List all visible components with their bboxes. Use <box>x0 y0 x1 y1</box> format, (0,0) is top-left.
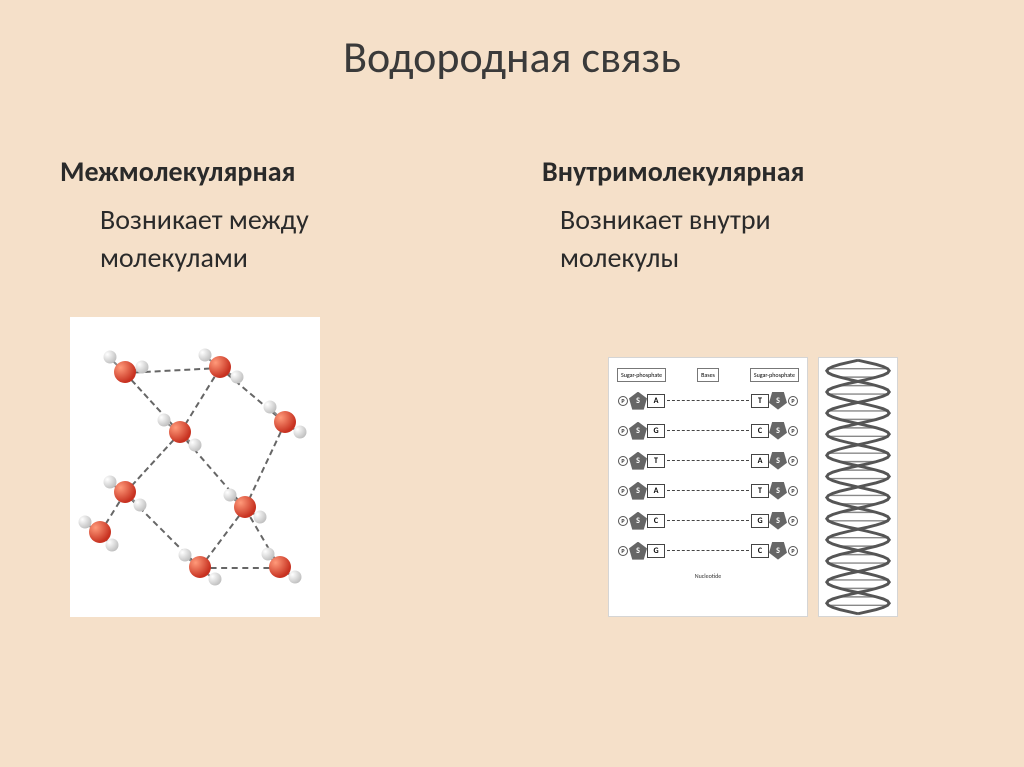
right-heading: Внутримолекулярная <box>542 154 964 189</box>
oxygen-atom <box>209 356 231 378</box>
oxygen-atom <box>114 481 136 503</box>
hydrogen-atom <box>294 425 307 438</box>
base-pair-row: PSATSP <box>617 478 799 504</box>
left-desc: Возникает между молекулами <box>60 201 482 277</box>
base-pair-row: PSATSP <box>617 388 799 414</box>
hydrogen-atom <box>231 370 244 383</box>
left-desc-line1: Возникает между <box>100 202 309 237</box>
intermolecular-diagram-wrap <box>70 317 482 617</box>
left-column: Межмолекулярная Возникает между молекула… <box>60 154 482 617</box>
right-desc-line1: Возникает внутри <box>560 202 771 237</box>
hydrogen-atom <box>104 475 117 488</box>
oxygen-atom <box>169 421 191 443</box>
hydrogen-atom <box>262 547 275 560</box>
hydrogen-atom <box>224 488 237 501</box>
slide-title: Водородная связь <box>60 30 964 84</box>
right-desc-line2: молекулы <box>560 240 679 275</box>
hydrogen-atom <box>106 538 119 551</box>
hydrogen-atom <box>199 348 212 361</box>
hydrogen-atom <box>179 548 192 561</box>
hydrogen-atom <box>158 413 171 426</box>
right-column: Внутримолекулярная Возникает внутри моле… <box>542 154 964 617</box>
hydrogen-atom <box>136 360 149 373</box>
hydrogen-atom <box>79 515 92 528</box>
hydrogen-atom <box>189 438 202 451</box>
base-pair-row: PSGCSP <box>617 538 799 564</box>
hydrogen-atom <box>254 510 267 523</box>
dna-ladder-diagram: Sugar-phosphateBasesSugar-phosphatePSATS… <box>608 357 808 617</box>
right-desc: Возникает внутри молекулы <box>542 201 964 277</box>
columns: Межмолекулярная Возникает между молекула… <box>60 154 964 617</box>
hydrogen-atom <box>264 400 277 413</box>
hydrogen-atom <box>104 350 117 363</box>
helix-svg <box>819 358 897 616</box>
base-pair-row: PSCGSP <box>617 508 799 534</box>
hydrogen-atom <box>209 572 222 585</box>
dna-helix-diagram <box>818 357 898 617</box>
intramolecular-diagram-wrap: Sugar-phosphateBasesSugar-phosphatePSATS… <box>542 357 964 617</box>
hydrogen-atom <box>289 570 302 583</box>
left-heading: Межмолекулярная <box>60 154 482 189</box>
oxygen-atom <box>189 556 211 578</box>
hydrogen-atom <box>134 498 147 511</box>
left-desc-line2: молекулами <box>100 240 248 275</box>
slide: Водородная связь Межмолекулярная Возника… <box>0 0 1024 647</box>
water-hbond-diagram <box>70 317 320 617</box>
base-pair-row: PSTASP <box>617 448 799 474</box>
oxygen-atom <box>114 361 136 383</box>
base-pair-row: PSGCSP <box>617 418 799 444</box>
